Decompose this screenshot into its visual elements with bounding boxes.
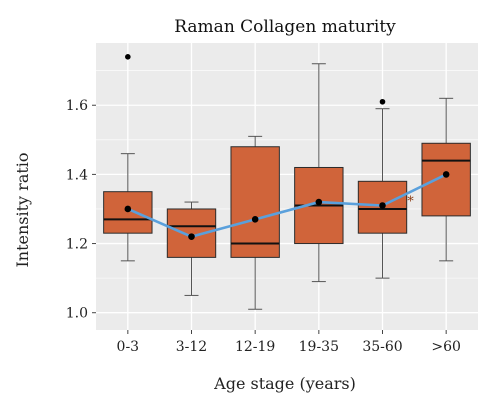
y-tick-label: 1.4 [66,167,88,183]
box-35-60 [357,98,408,279]
box-body [230,146,280,258]
box-body [103,191,153,234]
chart-title: Raman Collagen maturity [174,17,396,37]
significance-marker: * [407,194,414,209]
box-body [421,142,471,217]
x-tick-label: >60 [431,339,461,355]
y-axis-title: Intensity ratio [13,152,32,267]
y-tick-label: 1.0 [66,306,88,322]
x-tick-label: 12-19 [235,339,275,355]
box-0-3 [103,54,153,262]
boxes [103,54,471,310]
mean-trend-line [127,173,447,238]
axes: 1.0 1.2 1.4 1.6 0-3 3-12 12-19 19-35 35-60 >60 [66,98,461,355]
outlier-point [125,54,131,60]
mean-point [315,198,323,206]
mean-point [251,216,259,223]
x-tick-label: 19-35 [299,339,339,355]
box->60 [421,97,471,262]
mean-point [379,202,386,209]
x-tick-label: 0-3 [117,339,140,355]
mean-point [188,233,195,240]
y-tick-label: 1.6 [66,98,88,114]
x-tick-label: 35-60 [362,339,402,355]
mean-line-layer: * [124,171,450,240]
plot-panel [96,43,478,330]
x-axis-title: Age stage (years) [213,374,356,393]
mean-point [124,205,132,213]
y-tick-label: 1.2 [66,237,88,253]
outlier-point [379,98,386,105]
box-12-19 [230,135,280,310]
x-tick-label: 3-12 [176,339,207,355]
mean-point [442,171,450,178]
